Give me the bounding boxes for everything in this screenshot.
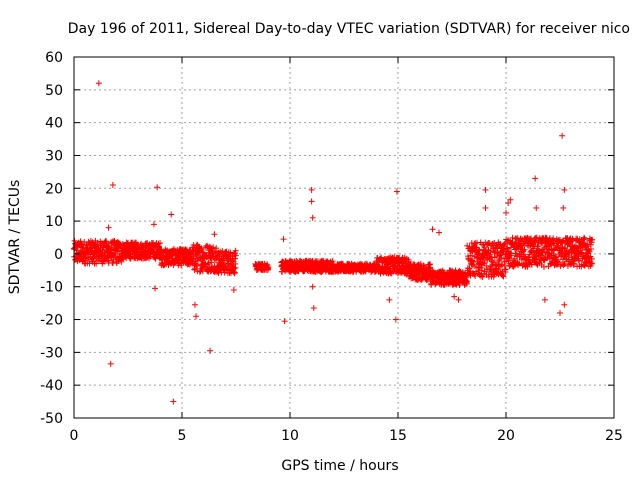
data-point [308,186,315,193]
data-point [436,229,443,236]
tick-marks [73,56,615,419]
y-tick-label: -40 [40,378,63,394]
data-point [309,283,316,290]
data-band [157,246,196,269]
data-point [207,347,214,354]
data-point [561,301,568,308]
data-point [386,296,393,303]
data-band [213,247,239,277]
data-band [71,237,125,267]
x-tick-label: 25 [605,428,623,444]
data-band [427,267,470,289]
x-tick-label: 0 [70,428,79,444]
chart-title: Day 196 of 2011, Sidereal Day-to-day VTE… [68,21,630,37]
data-point [559,132,566,139]
data-point [168,211,175,218]
data-point [152,285,158,292]
data-point [211,231,218,238]
y-tick-label: 50 [45,83,63,99]
x-tick-label: 20 [497,428,515,444]
data-point [207,244,214,251]
data-band [252,260,272,274]
y-tick-label: -10 [40,280,63,296]
data-band [330,260,380,275]
data-band [464,239,509,280]
tick-labels: 0 5 10 15 20 25 -50 -40 -30 -20 -10 0 10 20 30 40 50 60 [40,50,623,444]
data-point [393,188,400,195]
data-point [541,296,548,303]
y-axis-label: SDTVAR / TECUs [7,180,23,295]
data-point [105,224,112,231]
data-point [230,287,237,294]
data-point [429,226,436,233]
x-tick-label: 10 [281,428,299,444]
data-point [170,398,177,405]
y-tick-label: 10 [45,214,63,230]
data-point [154,184,161,191]
data-point [280,236,287,243]
x-tick-label: 5 [178,428,187,444]
data-band [405,260,434,283]
data-point [482,186,489,193]
y-tick-label: 30 [45,148,63,164]
data-point [451,293,458,300]
data-point [560,204,567,211]
data-point [191,301,198,308]
data-point [557,309,563,316]
data-band [278,257,337,275]
data-point [150,221,157,228]
data-point [107,360,114,367]
data-point [503,209,509,216]
x-axis-label: GPS time / hours [281,458,398,474]
data-point [505,200,512,207]
data-point [308,198,315,205]
data-point [281,318,288,325]
plot-frame [73,56,615,419]
y-tick-label: 20 [45,181,63,197]
data-point [455,296,462,303]
data-point [310,305,317,312]
data-points [71,80,596,405]
y-tick-label: 0 [54,247,63,263]
x-tick-label: 15 [389,428,407,444]
data-point [109,181,116,188]
y-tick-label: -50 [40,411,63,427]
y-tick-label: -30 [40,345,63,361]
y-tick-label: 60 [45,50,63,66]
data-point [561,186,568,193]
data-band [373,254,412,277]
data-point [95,80,102,87]
data-point [392,316,399,323]
data-point [533,204,540,211]
y-tick-label: 40 [45,116,63,132]
data-point [532,175,539,182]
data-point [507,196,514,203]
data-point [482,204,489,211]
y-tick-label: -20 [40,313,63,329]
data-band [118,239,164,262]
data-point [193,313,200,320]
data-point [309,214,316,221]
data-band [503,234,596,270]
